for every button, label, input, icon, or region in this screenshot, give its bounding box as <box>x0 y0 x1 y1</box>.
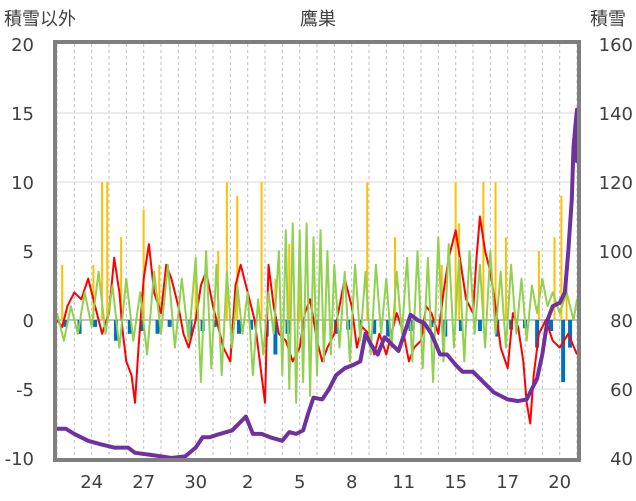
blue-bar <box>63 320 68 327</box>
left-tick-label: 0 <box>23 311 34 332</box>
left-tick-label: 10 <box>11 173 34 194</box>
right-tick-label: 40 <box>610 449 633 470</box>
right-tick-label: 80 <box>610 311 633 332</box>
left-tick-label: 15 <box>11 104 34 125</box>
left-axis-ticks: -10 -5 0 5 10 15 20 <box>5 35 34 470</box>
x-tick-label: 5 <box>294 472 305 493</box>
x-tick-label: 17 <box>496 472 519 493</box>
x-tick-label: 30 <box>184 472 207 493</box>
blue-bar <box>358 320 363 327</box>
left-tick-label: 5 <box>23 242 34 263</box>
plot-frame <box>53 40 581 462</box>
right-axis-ticks: 40 60 80 100 120 140 160 <box>599 35 633 470</box>
x-tick-label: 8 <box>346 472 357 493</box>
purple-series-line <box>57 107 579 460</box>
left-axis-label: 積雪以外 <box>4 9 76 30</box>
blue-bar <box>535 320 540 348</box>
blue-bar <box>273 320 278 355</box>
blue-bar <box>155 320 160 334</box>
right-tick-label: 60 <box>610 380 633 401</box>
blue-bar <box>93 320 98 327</box>
x-axis-ticks: 24 27 30 2 5 8 11 15 17 20 <box>80 472 571 493</box>
right-tick-label: 100 <box>599 242 633 263</box>
chart-title: 鷹巣 <box>300 8 336 30</box>
plot-area <box>56 107 579 460</box>
blue-bar <box>237 320 241 334</box>
blue-bar <box>568 320 573 348</box>
right-axis-label: 積雪 <box>590 9 626 30</box>
green-series-line <box>56 222 578 404</box>
blue-bar <box>386 320 391 337</box>
blue-bar <box>372 320 377 334</box>
blue-bar <box>315 320 319 332</box>
left-tick-label: 20 <box>11 35 34 56</box>
grid-lines <box>56 44 578 458</box>
blue-bar <box>167 320 172 327</box>
blue-bar <box>139 320 144 332</box>
right-tick-label: 160 <box>599 35 633 56</box>
x-tick-label: 2 <box>242 472 253 493</box>
x-tick-label: 11 <box>392 472 415 493</box>
right-tick-label: 140 <box>599 104 633 125</box>
blue-bar <box>212 320 217 327</box>
x-tick-label: 24 <box>80 472 103 493</box>
x-tick-label: 15 <box>444 472 467 493</box>
x-tick-label: 20 <box>548 472 571 493</box>
blue-bar <box>113 320 118 341</box>
blue-bar <box>477 320 482 332</box>
left-tick-label: -10 <box>5 449 34 470</box>
blue-bar <box>127 320 132 334</box>
blue-bar <box>458 320 463 332</box>
left-tick-label: -5 <box>16 380 34 401</box>
blue-bar <box>249 320 254 330</box>
blue-bar <box>561 320 566 383</box>
right-tick-label: 120 <box>599 173 633 194</box>
x-tick-label: 27 <box>132 472 155 493</box>
blue-bar <box>549 320 553 332</box>
